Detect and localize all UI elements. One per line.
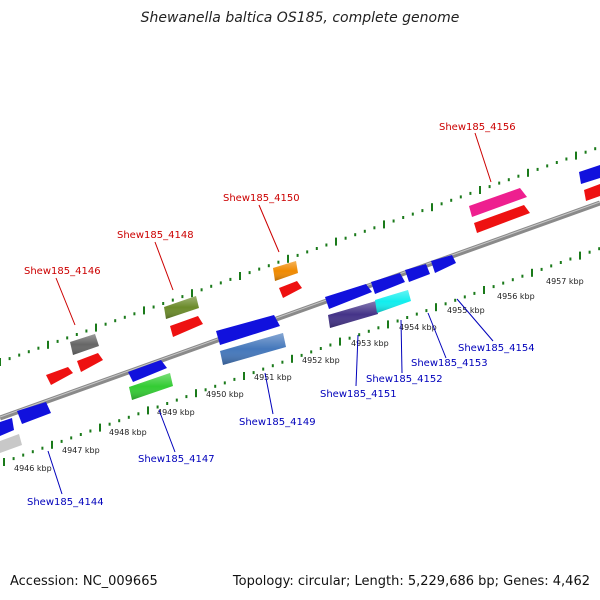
gene-arrow[interactable] bbox=[469, 188, 527, 217]
gene-arrow[interactable] bbox=[0, 418, 14, 436]
gene-box-shade bbox=[129, 373, 173, 400]
scale-label: 4948 kbp bbox=[109, 428, 147, 437]
gene-label[interactable]: Shew185_4156 bbox=[439, 122, 516, 133]
gene-label[interactable]: Shew185_4146 bbox=[24, 266, 101, 277]
gene-label[interactable]: Shew185_4148 bbox=[117, 230, 194, 241]
scale-label: 4946 kbp bbox=[14, 464, 52, 473]
scale-label: 4952 kbp bbox=[302, 356, 340, 365]
gene-label[interactable]: Shew185_4153 bbox=[411, 358, 488, 369]
map-title: Shewanella baltica OS185, complete genom… bbox=[140, 10, 460, 26]
gene-box-shade bbox=[375, 290, 411, 313]
gene-label[interactable]: Shew185_4152 bbox=[366, 374, 443, 385]
reverse-gene-labels: Shew185_4144 Shew185_4147 Shew185_4149 S… bbox=[27, 343, 535, 508]
gene-label[interactable]: Shew185_4149 bbox=[239, 417, 316, 428]
gene-arrow[interactable] bbox=[0, 434, 22, 453]
scale-label: 4957 kbp bbox=[546, 277, 584, 286]
gene-arrow[interactable] bbox=[128, 360, 167, 382]
gene-arrow[interactable] bbox=[405, 264, 430, 282]
reverse-genes bbox=[0, 255, 456, 453]
gene-arrow[interactable] bbox=[325, 284, 372, 309]
gene-box-shade bbox=[328, 301, 378, 328]
forward-genes bbox=[46, 165, 600, 385]
gene-arrow[interactable] bbox=[279, 281, 302, 298]
gene-label[interactable]: Shew185_4144 bbox=[27, 497, 104, 508]
genome-track bbox=[0, 200, 600, 421]
forward-tick-ruler bbox=[0, 147, 597, 366]
genome-track-highlight bbox=[0, 201, 600, 418]
gene-arrow[interactable] bbox=[77, 353, 103, 372]
gene-arrow[interactable] bbox=[474, 205, 530, 233]
gene-label[interactable]: Shew185_4154 bbox=[458, 343, 535, 354]
gene-box-shade bbox=[164, 296, 199, 319]
gene-arrow[interactable] bbox=[17, 402, 51, 424]
accession-text: Accession: NC_009665 bbox=[10, 574, 158, 589]
gene-box-shade bbox=[220, 333, 286, 365]
gene-box-shade bbox=[273, 261, 298, 281]
genome-summary-text: Topology: circular; Length: 5,229,686 bp… bbox=[232, 574, 590, 589]
gene-arrow[interactable] bbox=[46, 367, 73, 385]
gene-arrow[interactable] bbox=[431, 255, 456, 273]
gene-arrow[interactable] bbox=[371, 273, 405, 294]
scale-label: 4951 kbp bbox=[254, 373, 292, 382]
gene-arrow[interactable] bbox=[584, 184, 600, 201]
scale-label: 4950 kbp bbox=[206, 390, 244, 399]
scale-label: 4947 kbp bbox=[62, 446, 100, 455]
scale-labels: 4946 kbp 4947 kbp 4948 kbp 4949 kbp 4950… bbox=[14, 277, 584, 473]
gene-label[interactable]: Shew185_4151 bbox=[320, 389, 397, 400]
gene-arrow[interactable] bbox=[579, 165, 600, 184]
scale-label: 4953 kbp bbox=[351, 339, 389, 348]
forward-leaders bbox=[55, 132, 492, 326]
reverse-tick-ruler bbox=[3, 247, 600, 466]
gene-label[interactable]: Shew185_4147 bbox=[138, 454, 215, 465]
gene-box-shade bbox=[70, 334, 99, 355]
gene-arrow[interactable] bbox=[170, 316, 203, 337]
gene-label[interactable]: Shew185_4150 bbox=[223, 193, 300, 204]
scale-label: 4949 kbp bbox=[157, 408, 195, 417]
forward-gene-labels: Shew185_4146 Shew185_4148 Shew185_4150 S… bbox=[24, 122, 516, 277]
scale-label: 4955 kbp bbox=[447, 306, 485, 315]
reverse-leaders bbox=[47, 298, 494, 495]
scale-label: 4954 kbp bbox=[399, 323, 437, 332]
scale-label: 4956 kbp bbox=[497, 292, 535, 301]
gene-arrow[interactable] bbox=[216, 315, 280, 345]
